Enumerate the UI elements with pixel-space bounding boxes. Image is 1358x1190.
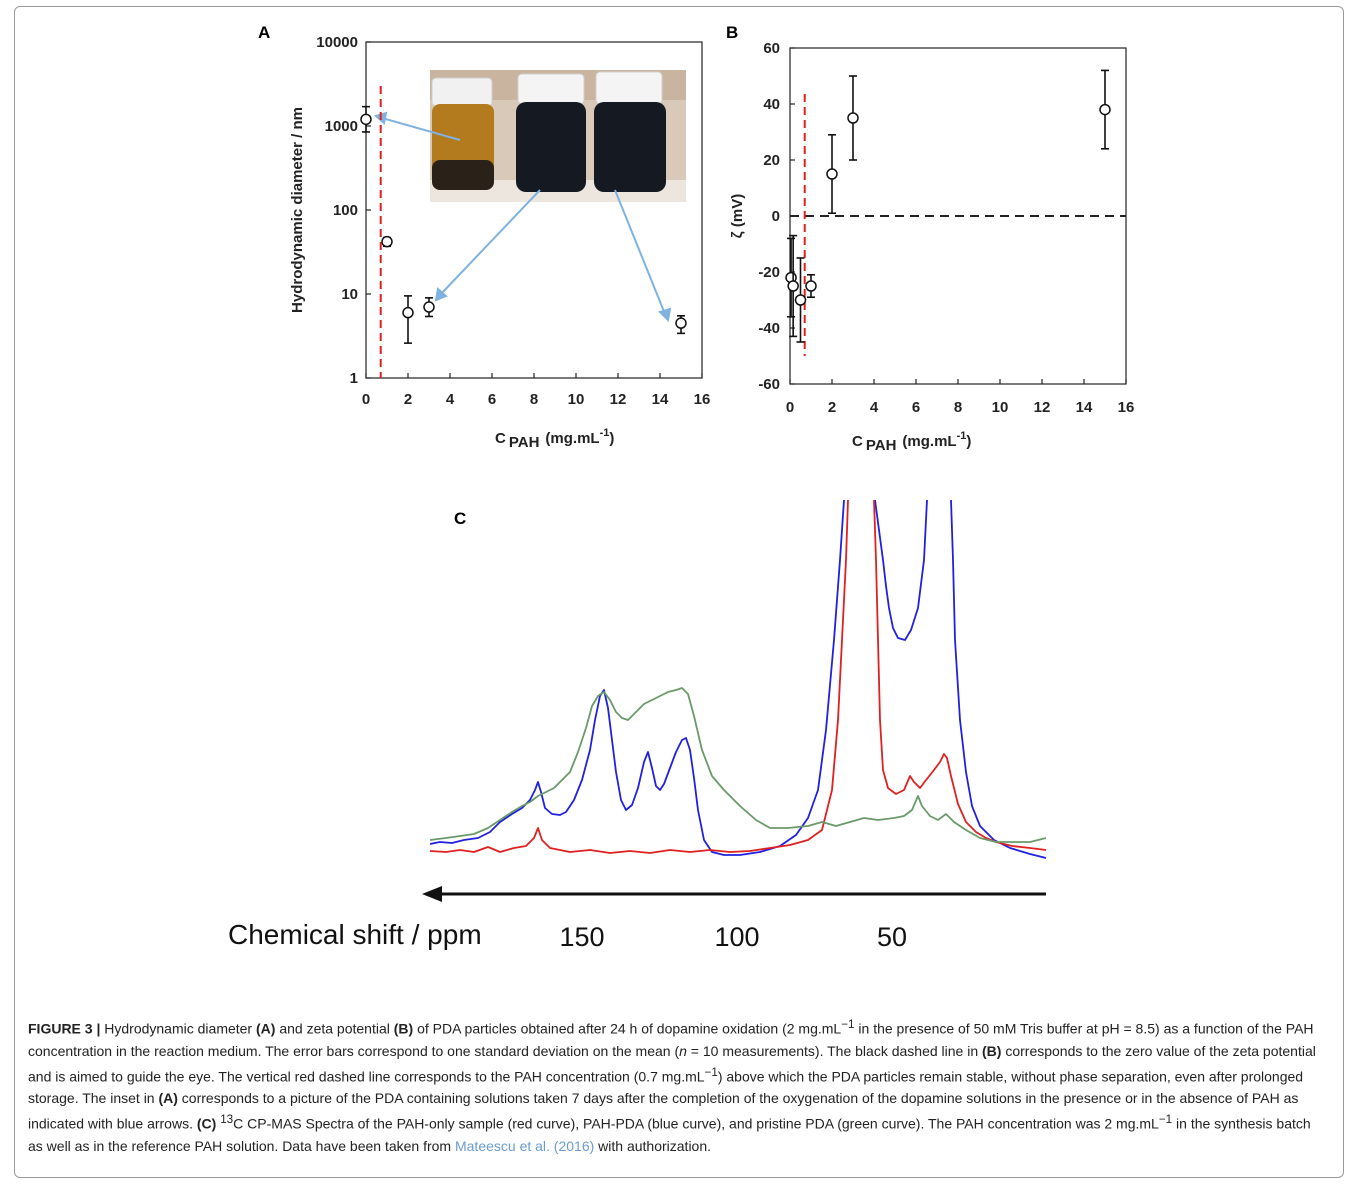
- spectrum-pristine-pda: [429, 687, 1047, 843]
- y-tick-label: 10: [341, 286, 358, 303]
- x-tick-label: 4: [870, 399, 879, 416]
- data-point: [423, 301, 435, 313]
- spectrum-pah-pda-middle: [874, 500, 928, 641]
- panel-b-x-ticks: 0 2 4 6 8 10 12 14 16: [786, 379, 1135, 416]
- c-tick-label: 50: [877, 922, 907, 952]
- x-tick-label: 16: [1118, 399, 1135, 416]
- data-point: [805, 280, 817, 292]
- x-tick-label: 12: [1034, 399, 1051, 416]
- c-tick-label: 150: [559, 922, 604, 952]
- y-tick-label: 1: [350, 370, 358, 387]
- panel-b-label: B: [726, 23, 738, 42]
- x-tick-label: 0: [786, 399, 794, 416]
- x-tick-label: 2: [404, 391, 412, 408]
- panel-b-y-ticks: -60 -40 -20 0 20 40 60: [758, 40, 795, 393]
- inset-photo-vials: [430, 70, 686, 202]
- c-tick-label: 100: [714, 922, 759, 952]
- panel-c: C Chemical shift / ppm 150 100 50: [228, 500, 1047, 952]
- panel-b-data-points: [785, 69, 1111, 343]
- spectrum-pah-only-right: [873, 500, 1047, 851]
- panel-a-data-points: [360, 105, 687, 344]
- x-tick-label: 14: [1076, 399, 1093, 416]
- y-tick-label: 1000: [325, 118, 358, 135]
- data-point: [794, 294, 807, 306]
- data-point: [787, 280, 799, 292]
- data-point: [675, 317, 687, 329]
- y-tick-label: 40: [763, 96, 780, 113]
- x-tick-label: 6: [488, 391, 496, 408]
- reference-link[interactable]: Mateescu et al. (2016): [454, 1137, 595, 1154]
- panel-c-x-ticks: 150 100 50: [559, 922, 907, 952]
- data-point: [847, 112, 859, 124]
- figure-frame: [14, 6, 1344, 1178]
- x-tick-label: 10: [992, 399, 1009, 416]
- x-tick-label: 8: [530, 391, 538, 408]
- x-tick-label: 14: [652, 391, 669, 408]
- chemical-shift-axis-label: Chemical shift / ppm: [228, 919, 482, 950]
- data-point: [360, 113, 372, 126]
- x-tick-label: 8: [954, 399, 962, 416]
- x-tick-label: 0: [362, 391, 370, 408]
- x-tick-label: 2: [828, 399, 836, 416]
- x-tick-label: 6: [912, 399, 920, 416]
- inset-arrows: [373, 111, 672, 323]
- panel-a-label: A: [258, 23, 270, 42]
- spectrum-pah-pda-left: [429, 500, 845, 856]
- spectrum-pah-only-left: [429, 500, 849, 854]
- figure-caption: FIGURE 3 | Hydrodynamic diameter (A) and…: [28, 1018, 1316, 1154]
- x-tick-label: 16: [694, 391, 711, 408]
- y-tick-label: -60: [758, 376, 780, 393]
- x-tick-label: 12: [610, 391, 627, 408]
- panel-a: A 1 10 100 1000 10000 0 2 4 6 8 10 12 14 16 Hydrodyn…: [258, 23, 710, 451]
- y-tick-label: -40: [758, 320, 780, 337]
- panel-a-x-axis-label: C PAH (mg.mL-1): [495, 427, 614, 451]
- x-tick-label: 4: [446, 391, 455, 408]
- chemical-shift-axis-arrowhead: [422, 886, 442, 902]
- x-tick-label: 10: [568, 391, 585, 408]
- y-tick-label: 0: [772, 208, 780, 225]
- y-tick-label: 100: [333, 202, 358, 219]
- panel-a-x-ticks: 0 2 4 6 8 10 12 14 16: [362, 373, 711, 408]
- spectrum-pah-pda-right: [950, 500, 1047, 859]
- panel-a-y-axis-label: Hydrodynamic diameter / nm: [289, 107, 306, 313]
- panel-a-y-ticks: 1 10 100 1000 10000: [316, 34, 371, 387]
- data-point: [381, 235, 393, 248]
- data-point: [402, 306, 414, 319]
- panel-c-label: C: [454, 509, 466, 528]
- data-point: [1099, 103, 1111, 116]
- y-tick-label: -20: [758, 264, 780, 281]
- y-tick-label: 20: [763, 152, 780, 169]
- data-point: [826, 168, 838, 180]
- panel-b-y-axis-label: ζ (mV): [729, 194, 746, 238]
- y-tick-label: 10000: [316, 34, 358, 51]
- y-tick-label: 60: [763, 40, 780, 57]
- panel-b-x-axis-label: C PAH (mg.mL-1): [852, 430, 971, 454]
